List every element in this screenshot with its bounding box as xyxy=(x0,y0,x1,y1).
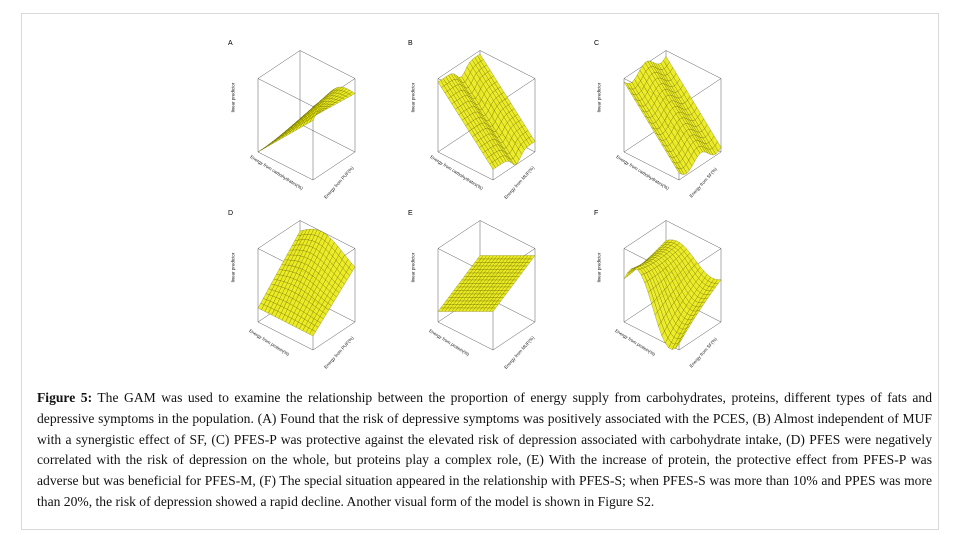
panel-letter: A xyxy=(228,40,233,47)
caption-text: The GAM was used to examine the relation… xyxy=(37,390,932,509)
surface-plot xyxy=(257,220,356,351)
panel-e: E linear predictor Energy from protein(%… xyxy=(408,210,538,370)
surface-plot xyxy=(623,50,722,181)
panel-letter: F xyxy=(594,210,599,217)
figure-frame xyxy=(21,13,939,530)
y-axis-label: linear predictor xyxy=(410,82,416,113)
panel-letter: C xyxy=(594,40,600,47)
surface-plot xyxy=(623,220,722,351)
panel-a: A linear predictor Energy from carbohydr… xyxy=(228,40,358,200)
surface-plot xyxy=(257,50,356,181)
y-axis-label: linear predictor xyxy=(596,82,602,113)
panel-c: C linear predictor Energy from carbohydr… xyxy=(594,40,724,198)
panel-b: B linear predictor Energy from carbohydr… xyxy=(408,40,538,200)
panel-letter: B xyxy=(408,40,413,47)
caption-label: Figure 5: xyxy=(37,390,93,405)
y-axis-label: linear predictor xyxy=(596,252,602,283)
panel-letter: E xyxy=(408,210,413,217)
y-axis-label: linear predictor xyxy=(410,252,416,283)
figure-caption: Figure 5: The GAM was used to examine th… xyxy=(37,388,932,513)
y-axis-label: linear predictor xyxy=(230,252,236,283)
panel-letter: D xyxy=(228,210,234,217)
surface-plot xyxy=(437,220,536,351)
y-axis-label: linear predictor xyxy=(230,82,236,113)
surface-plot xyxy=(437,50,536,181)
panel-f: F linear predictor Energy from protein(%… xyxy=(594,210,724,368)
panel-d: D linear predictor Energy from protein(%… xyxy=(228,210,358,370)
